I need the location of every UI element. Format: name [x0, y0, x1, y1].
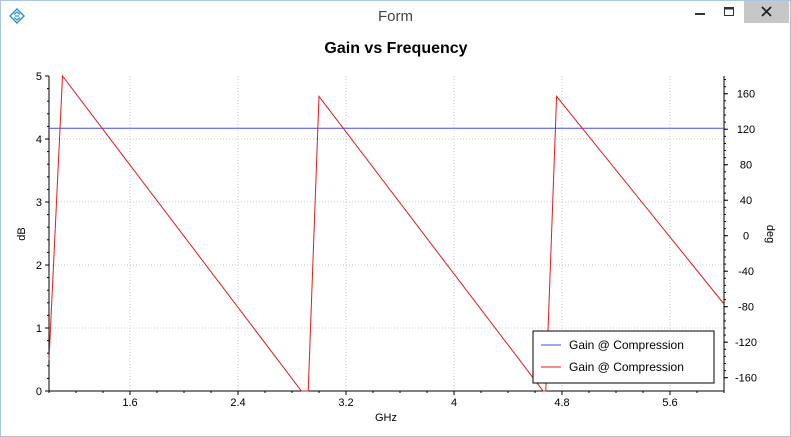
gain-vs-frequency-chart: Gain vs Frequency 1.6 2.4 3.2 4 4.8 5.6 0 1 2 3 4 5… — [16, 40, 776, 424]
minimize-icon — [695, 13, 705, 15]
chart-title: Gain vs Frequency — [324, 40, 467, 57]
y2-tick-label: 120 — [737, 124, 755, 136]
maximize-button[interactable] — [715, 1, 743, 23]
x-tick-label: 3.2 — [338, 397, 353, 409]
x-tick-label: 4.8 — [554, 397, 569, 409]
y2-tick-label: -120 — [735, 337, 757, 349]
y2-tick-label: 40 — [740, 195, 752, 207]
x-tick-label: 5.6 — [662, 397, 677, 409]
x-axis-label: GHz — [375, 412, 397, 424]
window-title: Form — [378, 8, 413, 25]
y-tick-label: 3 — [36, 197, 42, 209]
y2-tick-label: 160 — [737, 89, 755, 101]
phase-series-line — [48, 74, 725, 392]
y2-axis-label: deg — [764, 225, 776, 243]
x-tick-label: 1.6 — [122, 397, 137, 409]
app-diamond-icon — [9, 8, 25, 24]
chart-area: Gain vs Frequency 1.6 2.4 3.2 4 4.8 5.6 0 1 2 3 4 5… — [9, 32, 782, 428]
y2-tick-label: -80 — [738, 302, 754, 314]
y-tick-label: 4 — [36, 134, 42, 146]
x-tick-label: 2.4 — [230, 397, 245, 409]
y-axis-label: dB — [16, 227, 28, 240]
y-tick-label: 1 — [36, 323, 42, 335]
plot-lines — [48, 74, 725, 392]
legend: Gain @ Compression Gain @ Compression — [532, 330, 715, 384]
legend-box — [532, 330, 715, 384]
y2-tick-label: 80 — [740, 160, 752, 172]
y-tick-label: 2 — [36, 260, 42, 272]
legend-label: Gain @ Compression — [569, 360, 684, 374]
legend-label: Gain @ Compression — [569, 338, 684, 352]
y-tick-label: 5 — [36, 71, 42, 83]
title-bar[interactable]: Form — [1, 1, 790, 32]
y2-tick-label: -40 — [738, 266, 754, 278]
minimize-button[interactable] — [685, 1, 715, 23]
y2-tick-label: -160 — [735, 373, 757, 385]
close-button[interactable] — [744, 1, 789, 23]
y2-tick-label: 0 — [743, 231, 749, 243]
y-tick-label: 0 — [36, 386, 42, 398]
close-icon — [761, 6, 772, 17]
x-tick-label: 4 — [451, 397, 457, 409]
